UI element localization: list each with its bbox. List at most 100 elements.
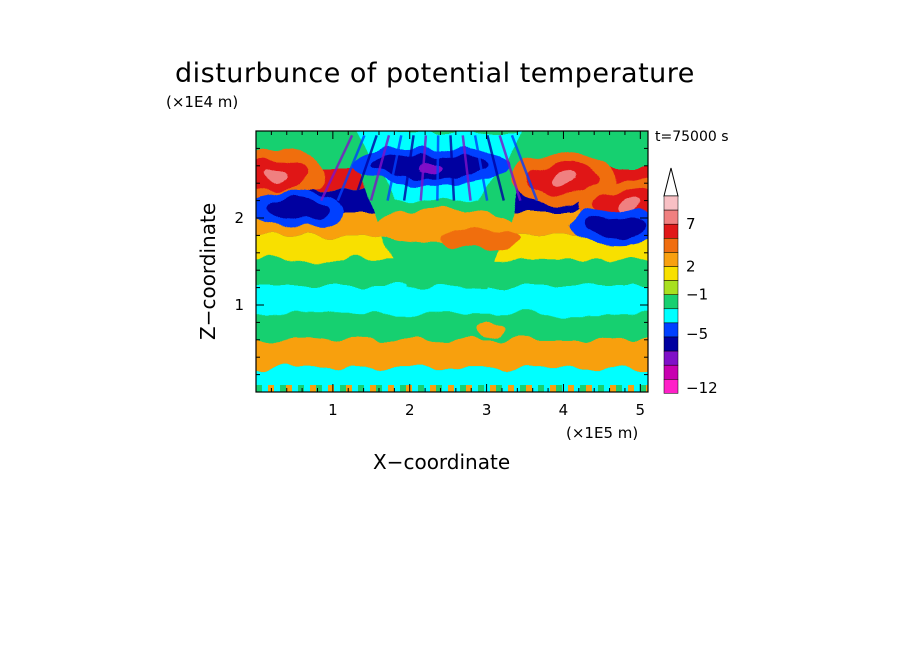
colorbar-swatch [663,322,679,338]
surface-cell [526,385,532,392]
colorbar-label: −1 [686,286,708,304]
colorbar-swatch [663,223,679,239]
surface-cell [298,385,304,392]
x-tick-label: 5 [636,401,646,419]
contour-band [256,368,648,392]
plot-frame [255,130,649,393]
surface-cell [316,385,322,392]
warm-anomaly-core [263,167,288,182]
surface-cell [568,385,574,392]
surface-cell [400,385,406,392]
colorbar-swatch [663,252,679,267]
chart-title: disturbunce of potential temperature [175,58,695,89]
colorbar-label: 2 [686,258,696,276]
cold-anomaly-core [280,204,309,215]
contour-band [256,285,648,314]
wave-streak [353,134,378,202]
y-tick-label: 1 [234,296,244,314]
x-tick-label: 1 [328,401,338,419]
cold-anomaly-core [603,221,632,232]
surface-cell [256,385,262,392]
wave-streak [498,134,522,201]
colorbar-swatch [663,280,679,295]
plot-axes: 1 2 3 4 5 1 2 [234,130,649,419]
field-layer [256,131,648,392]
surface-cell [460,385,466,392]
wave-streak [336,134,366,202]
surface-cell [448,385,454,392]
contour-field [256,131,648,392]
colorbar-swatch [663,336,679,352]
wave-streak [473,135,489,201]
colorbar-swatch [663,350,679,366]
surface-cell [556,385,562,392]
x-axis-label: X−coordinate [373,450,511,474]
surface-cell [430,385,436,392]
surface-cell [310,385,316,392]
surface-cell [490,385,496,392]
colorbar: 7 2 −1 −5 −12 [663,167,718,397]
colorbar-swatch [663,308,679,324]
surface-cell [436,385,442,392]
surface-cell [346,385,352,392]
surface-cell [508,385,514,392]
warm-ridge [438,229,519,250]
colorbar-swatch [663,379,679,394]
surface-cell [520,385,526,392]
surface-cell [286,385,292,392]
surface-cell [646,385,648,392]
surface-cell [616,385,622,392]
surface-cell [406,385,412,392]
warm-spot [262,337,343,352]
surface-cell [370,385,376,392]
wave-streak [449,135,456,201]
surface-cell [388,385,394,392]
colorbar-label: −5 [686,325,708,343]
y-axis-unit: (×1E4 m) [166,93,239,111]
wave-streak [436,135,440,201]
surface-cell [466,385,472,392]
surface-cell [610,385,616,392]
surface-cell [550,385,556,392]
wave-streak [510,134,539,202]
surface-cell [628,385,634,392]
y-tick-label: 2 [234,209,244,227]
surface-cell [538,385,544,392]
surface-cell [418,385,424,392]
wave-streak [461,135,472,201]
surface-cell [358,385,364,392]
x-axis-unit: (×1E5 m) [566,424,639,442]
surface-cell [598,385,604,392]
surface-cell [496,385,502,392]
warm-spot [476,321,505,338]
surface-cell [580,385,586,392]
x-tick-label: 2 [405,401,415,419]
colorbar-swatch [663,209,679,225]
colorbar-swatch [663,238,679,253]
wave-streak [320,134,354,202]
wave-streak [486,135,505,201]
wave-streak [402,135,415,201]
wave-streak [369,135,391,201]
surface-cell [640,385,646,392]
time-annotation: t=75000 s [655,129,729,145]
x-tick-label: 3 [482,401,492,419]
colorbar-label: 7 [686,215,696,233]
contour-band [256,313,648,340]
colorbar-swatch [663,195,679,211]
colorbar-swatch [663,266,679,281]
colorbar-swatch [663,364,679,380]
x-tick-label: 4 [559,401,569,419]
wave-streaks [320,134,539,202]
surface-cell [340,385,346,392]
warm-anomaly-core [551,171,576,186]
surface-cell [280,385,286,392]
colorbar-swatch [663,294,679,310]
colorbar-extend-arrow [663,167,679,197]
wave-streak [386,135,403,201]
surface-cell [586,385,592,392]
surface-cell [328,385,334,392]
warm-anomaly-core [616,197,641,212]
